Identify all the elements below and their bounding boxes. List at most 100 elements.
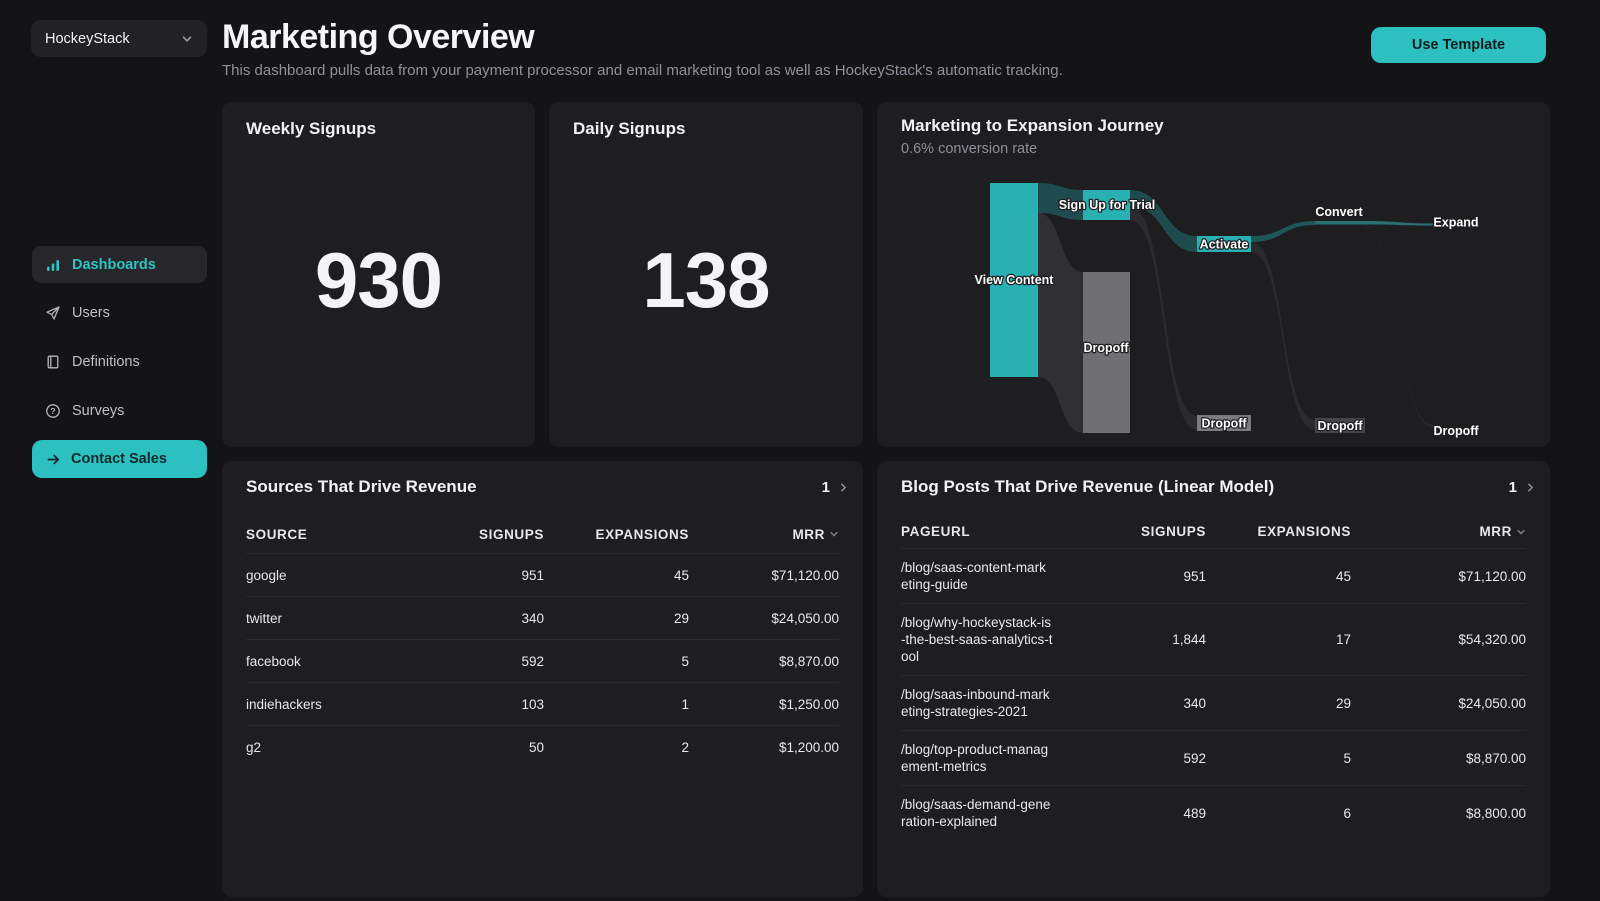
arrow-right-icon	[46, 452, 61, 467]
cell-expansions: 45	[1206, 569, 1351, 584]
table-row[interactable]: /blog/saas-demand-generation-explained 4…	[901, 785, 1526, 840]
sidebar-item-users[interactable]: Users	[32, 294, 207, 331]
cell-mrr: $71,120.00	[1351, 569, 1526, 584]
cell-mrr: $8,800.00	[1351, 806, 1526, 821]
sources-card: Sources That Drive Revenue 1 SOURCE SIGN…	[222, 461, 863, 897]
cell-signups: 951	[434, 568, 544, 583]
cell-expansions: 1	[544, 697, 689, 712]
column-header-expansions: EXPANSIONS	[544, 527, 689, 542]
table-row[interactable]: google 951 45 $71,120.00	[246, 553, 839, 596]
flow-activate-convert	[1251, 221, 1315, 242]
cell-pageurl: /blog/saas-content-marketing-guide	[901, 559, 1053, 593]
table-row[interactable]: /blog/saas-inbound-marketing-strategies-…	[901, 675, 1526, 730]
column-header-expansions: EXPANSIONS	[1206, 524, 1351, 539]
sources-table: SOURCE SIGNUPS EXPANSIONS MRR google 951…	[246, 515, 839, 768]
sidebar-item-dashboards[interactable]: Dashboards	[32, 246, 207, 283]
sidebar-item-label: Surveys	[72, 403, 124, 419]
next-page-button[interactable]	[838, 482, 849, 493]
cell-source: facebook	[246, 654, 434, 669]
cell-pageurl: /blog/top-product-management-metrics	[901, 741, 1053, 775]
daily-signups-value: 138	[549, 234, 863, 325]
chevron-down-icon	[181, 33, 193, 45]
column-header-mrr-sort[interactable]: MRR	[792, 527, 839, 542]
table-row[interactable]: facebook 592 5 $8,870.00	[246, 639, 839, 682]
cell-mrr: $71,120.00	[689, 568, 839, 583]
send-icon	[45, 305, 61, 321]
book-icon	[45, 354, 61, 370]
card-title: Blog Posts That Drive Revenue (Linear Mo…	[901, 477, 1274, 497]
page-title: Marketing Overview	[222, 18, 534, 57]
cell-expansions: 5	[544, 654, 689, 669]
cell-mrr: $54,320.00	[1351, 632, 1526, 647]
sort-chevron-down-icon	[829, 529, 839, 539]
blog-table: PAGEURL SIGNUPS EXPANSIONS MRR /blog/saa…	[901, 515, 1526, 840]
cell-signups: 340	[1076, 696, 1206, 711]
workspace-name: HockeyStack	[45, 31, 181, 47]
sidebar-item-label: Dashboards	[72, 257, 156, 273]
column-header-signups: SIGNUPS	[434, 527, 544, 542]
sidebar: HockeyStack Dashboards Users Definitions	[0, 0, 220, 901]
cell-signups: 592	[434, 654, 544, 669]
conversion-rate-label: 0.6% conversion rate	[901, 141, 1037, 157]
flow-activate-dropoff	[1251, 242, 1315, 430]
svg-text:?: ?	[50, 406, 55, 416]
chevron-right-icon	[1525, 482, 1536, 493]
cell-pageurl: /blog/why-hockeystack-is-the-best-saas-a…	[901, 614, 1053, 665]
table-row[interactable]: twitter 340 29 $24,050.00	[246, 596, 839, 639]
pagination: 1	[1509, 479, 1536, 496]
table-row[interactable]: /blog/top-product-management-metrics 592…	[901, 730, 1526, 785]
cell-mrr: $24,050.00	[1351, 696, 1526, 711]
column-header-signups: SIGNUPS	[1076, 524, 1206, 539]
node-convert[interactable]	[1315, 221, 1363, 225]
sidebar-item-surveys[interactable]: ? Surveys	[32, 392, 207, 429]
next-page-button[interactable]	[1525, 482, 1536, 493]
contact-sales-label: Contact Sales	[71, 451, 167, 467]
bar-chart-icon	[45, 257, 61, 273]
column-header-mrr: MRR	[792, 527, 825, 542]
use-template-button[interactable]: Use Template	[1371, 27, 1546, 63]
sidebar-item-definitions[interactable]: Definitions	[32, 343, 207, 380]
contact-sales-button[interactable]: Contact Sales	[32, 440, 207, 478]
table-row[interactable]: g2 50 2 $1,200.00	[246, 725, 839, 768]
sankey-chart: View Content Sign Up for Trial Dropoff A…	[901, 162, 1526, 447]
cell-source: indiehackers	[246, 697, 434, 712]
cell-signups: 592	[1076, 751, 1206, 766]
cell-signups: 340	[434, 611, 544, 626]
table-row[interactable]: indiehackers 103 1 $1,250.00	[246, 682, 839, 725]
cell-expansions: 29	[544, 611, 689, 626]
journey-card: Marketing to Expansion Journey 0.6% conv…	[877, 102, 1550, 447]
flow-viewcontent-dropoff	[1038, 213, 1083, 433]
sidebar-item-label: Users	[72, 305, 110, 321]
cell-signups: 951	[1076, 569, 1206, 584]
column-header-pageurl: PAGEURL	[901, 524, 1076, 539]
column-header-mrr-sort[interactable]: MRR	[1479, 524, 1526, 539]
flow-convert-expand	[1363, 221, 1433, 226]
column-header-mrr: MRR	[1479, 524, 1512, 539]
cell-mrr: $24,050.00	[689, 611, 839, 626]
sankey-label-dropoff-5: Dropoff	[1433, 424, 1479, 438]
column-header-source: SOURCE	[246, 527, 434, 542]
cell-expansions: 5	[1206, 751, 1351, 766]
card-title: Weekly Signups	[246, 119, 376, 139]
workspace-selector[interactable]: HockeyStack	[31, 20, 207, 57]
weekly-signups-value: 930	[222, 234, 535, 325]
cell-expansions: 29	[1206, 696, 1351, 711]
cell-mrr: $1,200.00	[689, 740, 839, 755]
sidebar-item-label: Definitions	[72, 354, 140, 370]
cell-source: google	[246, 568, 434, 583]
card-title: Daily Signups	[573, 119, 685, 139]
sankey-label-expand: Expand	[1433, 216, 1478, 230]
question-circle-icon: ?	[45, 403, 61, 419]
cell-mrr: $1,250.00	[689, 697, 839, 712]
table-row[interactable]: /blog/why-hockeystack-is-the-best-saas-a…	[901, 603, 1526, 675]
daily-signups-card: Daily Signups 138	[549, 102, 863, 447]
cell-expansions: 17	[1206, 632, 1351, 647]
page-number: 1	[1509, 479, 1517, 496]
cell-expansions: 45	[544, 568, 689, 583]
pagination: 1	[822, 479, 849, 496]
sankey-label-view-content: View Content	[975, 273, 1055, 287]
table-row[interactable]: /blog/saas-content-marketing-guide 951 4…	[901, 548, 1526, 603]
sankey-label-dropoff-4: Dropoff	[1317, 419, 1363, 433]
card-title: Marketing to Expansion Journey	[901, 116, 1164, 136]
cell-signups: 103	[434, 697, 544, 712]
